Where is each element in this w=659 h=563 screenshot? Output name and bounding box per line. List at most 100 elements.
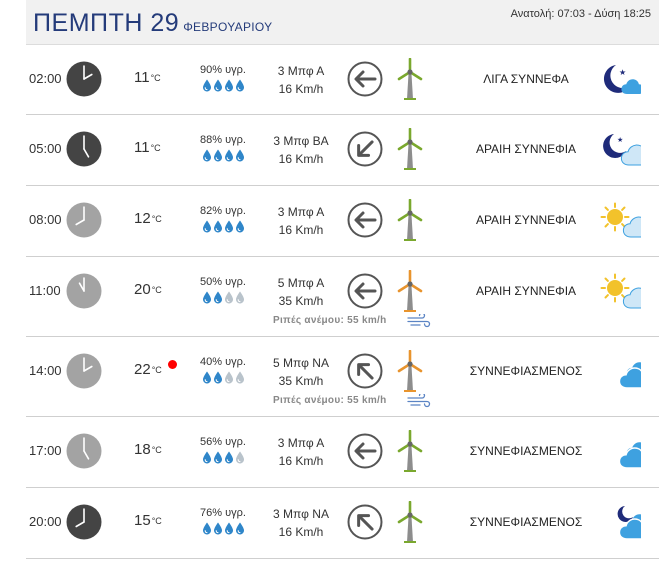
temperature: 11°C [134,69,161,86]
temperature: 15°C [134,512,162,529]
humidity: 82% υγρ. [193,205,253,238]
water-drop-icon [235,220,244,233]
wind-direction-icon [347,273,383,309]
wind-speed: 16 Km/h [278,152,324,166]
wind-info: 5 Μπφ ΝΑ 35 Km/h [263,354,339,390]
humidity-drops [193,220,253,238]
water-drop-icon [224,451,233,464]
humidity-label: 90% υγρ. [200,64,246,76]
temperature-value: 18 [134,441,151,458]
wind-gusts: Ριπές ανέμου: 55 km/h [273,395,387,406]
wind-turbine-icon [397,429,423,472]
water-drop-icon [213,149,222,162]
alert-dot [168,360,177,369]
forecast-row: 05:00 11°C 88% υγρ. 3 Μπφ ΒΑ 16 Km/h ΑΡΑΙΗ… [26,115,659,186]
day-label: ΠΕΜΠΤΗ 29 [33,9,180,37]
wind-turbine-icon [397,500,423,543]
wind-direction [347,202,383,238]
temperature-value: 11 [134,69,150,86]
water-drop-icon [202,220,211,233]
wind-turbine [397,198,423,241]
wind-info: 5 Μπφ Α 35 Km/h [263,274,339,310]
water-drop-icon [213,371,222,384]
water-drop-empty-icon [235,291,244,304]
clock-container [66,504,102,540]
clock-container [66,433,102,469]
wind-speed: 35 Km/h [278,374,324,388]
wind-info: 3 Μπφ Α 16 Km/h [263,62,339,98]
day-title: ΠΕΜΠΤΗ 29 ΦΕΒΡΟΥΑΡΙΟΥ [33,9,272,38]
temperature-unit: °C [150,73,161,83]
clock-icon [66,504,102,540]
clock-icon [66,273,102,309]
svg-text:★: ★ [619,68,626,77]
wind-beaufort: 3 Μπφ ΒΑ [273,134,329,148]
clock-icon [66,61,102,97]
water-drop-icon [224,79,233,92]
weather-icon [597,273,655,309]
clock-icon [66,202,102,238]
sun-cloud-icon [600,202,655,238]
water-drop-icon [213,522,222,535]
wind-direction-icon [347,433,383,469]
wind-info: 3 Μπφ ΒΑ 16 Km/h [263,132,339,168]
wind-direction-icon [347,202,383,238]
wind-turbine-icon [397,127,423,170]
water-drop-empty-icon [224,291,233,304]
water-drop-icon [224,220,233,233]
water-drop-icon [202,451,211,464]
humidity-label: 88% υγρ. [200,134,246,146]
wind-direction [347,504,383,540]
wind-direction-icon [347,504,383,540]
condition-label: ΣΥΝΝΕΦΙΑΣΜΕΝΟΣ [469,364,583,378]
wind-turbine-icon [397,349,423,392]
condition-label: ΑΡΑΙΗ ΣΥΝΝΕΦΙΑ [475,284,577,298]
water-drop-icon [224,149,233,162]
humidity-drops [193,371,253,389]
wind-turbine-icon [397,57,423,100]
wind-turbine-icon [397,269,423,312]
temperature: 22°C [134,361,162,378]
humidity: 50% υγρ. [193,276,253,309]
temperature-value: 20 [134,281,151,298]
humidity-label: 40% υγρ. [200,356,246,368]
month-label: ΦΕΒΡΟΥΑΡΙΟΥ [183,20,273,34]
wind-direction [347,433,383,469]
humidity-drops [193,291,253,309]
water-drop-icon [202,149,211,162]
wind-beaufort: 3 Μπφ ΝΑ [273,507,329,521]
forecast-row: 17:00 18°C 56% υγρ. 3 Μπφ Α 16 Km/h ΣΥΝΝΕΦ… [26,417,659,488]
water-drop-icon [202,79,211,92]
water-drop-empty-icon [224,371,233,384]
time-label: 08:00 [29,212,62,227]
temperature-unit: °C [151,365,162,375]
moon-cloud-icon: ★ [603,134,653,166]
water-drop-icon [202,371,211,384]
temperature-unit: °C [151,214,162,224]
temperature: 12°C [134,210,162,227]
humidity-drops [193,522,253,540]
water-drop-icon [213,451,222,464]
wind-turbine [397,349,423,392]
humidity-label: 56% υγρ. [200,436,246,448]
temperature-unit: °C [151,285,162,295]
humidity-label: 82% υγρ. [200,205,246,217]
wind-speed: 16 Km/h [278,223,324,237]
day-header: ΠΕΜΠΤΗ 29 ΦΕΒΡΟΥΑΡΙΟΥ Ανατολή: 07:03 - Δύ… [26,0,659,45]
time-label: 20:00 [29,514,62,529]
wind-beaufort: 3 Μπφ Α [277,64,325,78]
clouds-icon [618,362,653,389]
temperature: 20°C [134,281,162,298]
wind-gust-container [407,392,431,408]
water-drop-icon [202,291,211,304]
water-drop-icon [235,149,244,162]
water-drop-icon [213,291,222,304]
wind-beaufort: 5 Μπφ Α [277,276,325,290]
wind-direction-icon [347,353,383,389]
temperature-unit: °C [150,143,161,153]
wind-gust-container [407,312,431,328]
wind-gust-icon [407,392,431,408]
time-label: 17:00 [29,443,62,458]
temperature-value: 22 [134,361,151,378]
wind-direction [347,273,383,309]
